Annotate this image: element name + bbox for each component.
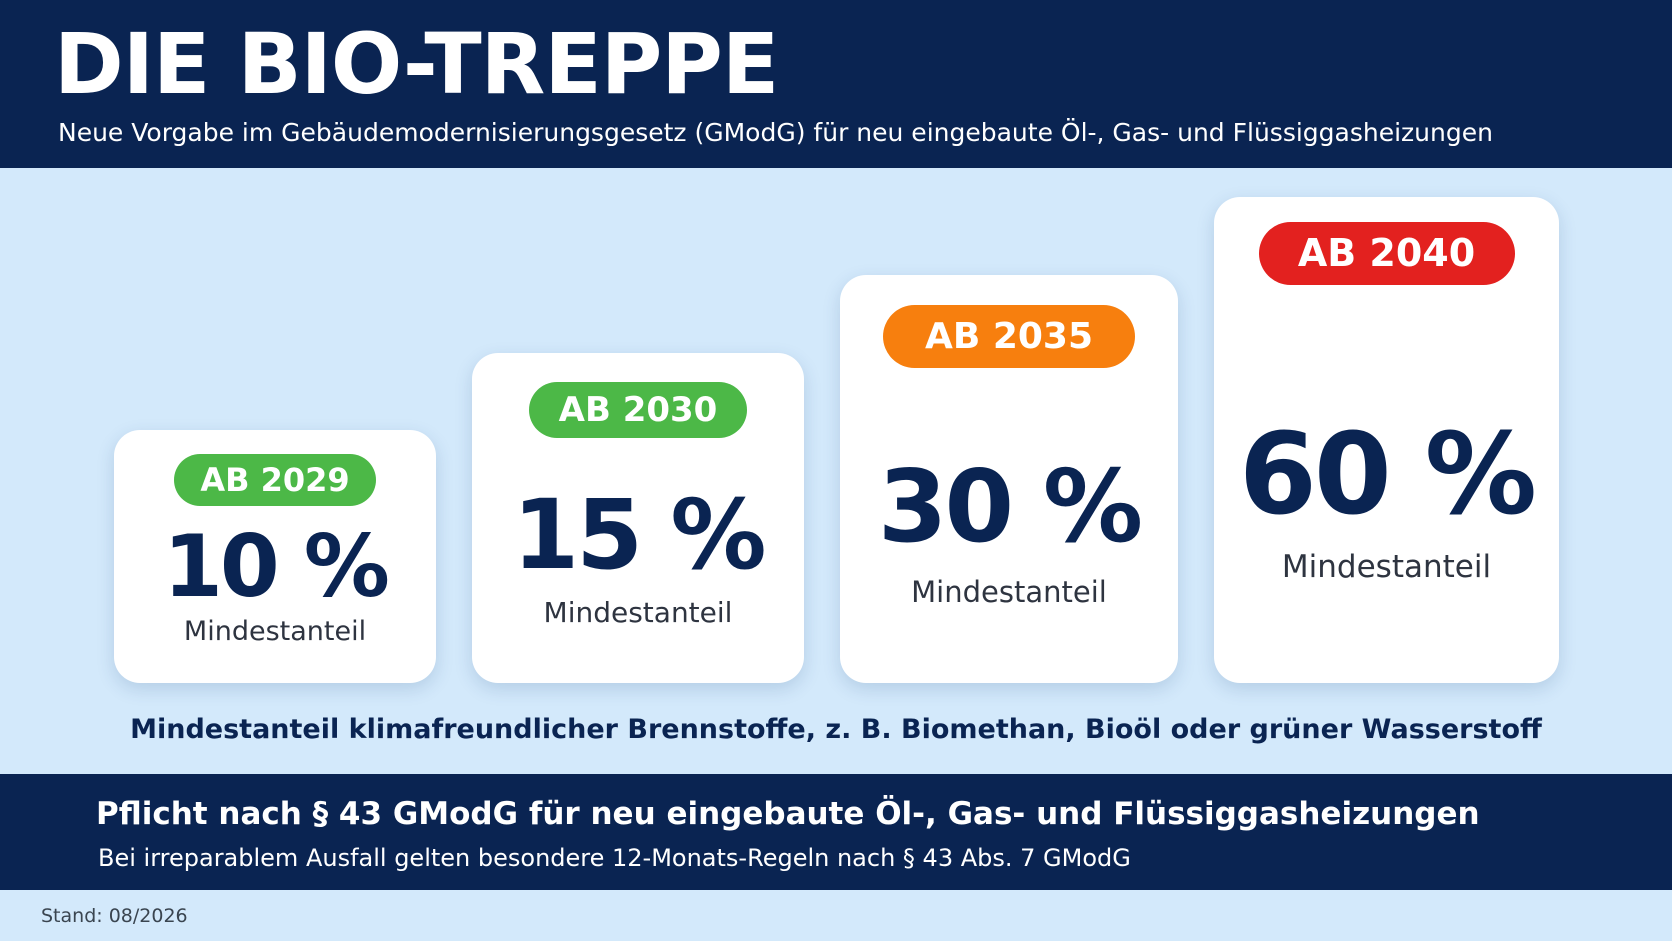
fuel-note: Mindestanteil klimafreundlicher Brennsto… — [130, 714, 1542, 745]
page-title: DIE BIO-TREPPE — [54, 15, 779, 113]
step-card-2030: AB 2030 15 % Mindestanteil — [472, 353, 804, 683]
status-date: Stand: 08/2026 — [41, 905, 188, 927]
obligation-text: Pflicht nach § 43 GModG für neu eingebau… — [96, 796, 1480, 832]
percentage-value: 30 % — [877, 448, 1143, 565]
year-badge: AB 2030 — [529, 382, 747, 438]
header-banner: DIE BIO-TREPPE Neue Vorgabe im Gebäudemo… — [0, 0, 1672, 168]
year-badge: AB 2035 — [883, 305, 1135, 368]
page-subtitle: Neue Vorgabe im Gebäudemodernisierungsge… — [58, 118, 1493, 147]
step-card-2035: AB 2035 30 % Mindestanteil — [840, 275, 1178, 683]
percentage-value: 15 % — [512, 479, 766, 591]
minimum-share-label: Mindestanteil — [1281, 549, 1492, 585]
footer-banner: Pflicht nach § 43 GModG für neu eingebau… — [0, 774, 1672, 890]
minimum-share-label: Mindestanteil — [911, 575, 1107, 609]
step-card-2040: AB 2040 60 % Mindestanteil — [1214, 197, 1559, 683]
step-card-2029: AB 2029 10 % Mindestanteil — [114, 430, 436, 683]
percentage-value: 60 % — [1238, 410, 1537, 540]
minimum-share-label: Mindestanteil — [183, 616, 367, 647]
year-badge: AB 2040 — [1258, 222, 1515, 285]
percentage-value: 10 % — [163, 517, 390, 617]
minimum-share-label: Mindestanteil — [543, 596, 733, 629]
exception-text: Bei irreparablem Ausfall gelten besonder… — [98, 844, 1131, 872]
year-badge: AB 2029 — [174, 454, 376, 506]
